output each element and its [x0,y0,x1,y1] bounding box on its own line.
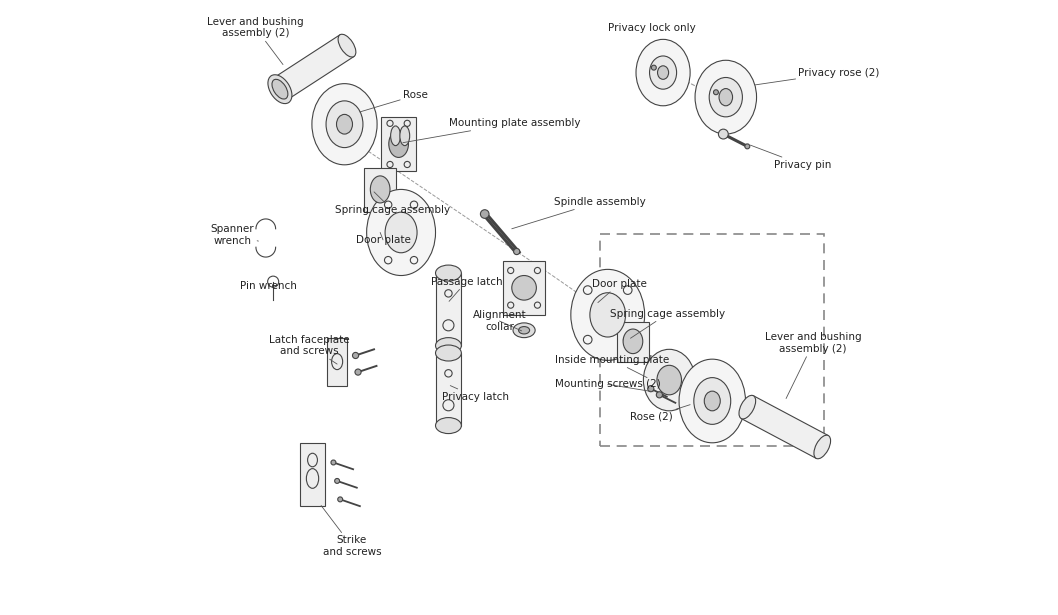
Ellipse shape [436,345,461,361]
Circle shape [652,65,656,70]
Ellipse shape [513,323,535,338]
Bar [327,338,347,386]
Ellipse shape [268,75,292,103]
Ellipse shape [339,34,355,57]
Circle shape [745,144,750,149]
Ellipse shape [814,435,831,459]
Ellipse shape [518,327,530,334]
Ellipse shape [705,391,720,411]
Text: Rose: Rose [360,90,427,112]
Bar [436,273,461,346]
Text: Privacy latch: Privacy latch [441,386,509,402]
Polygon shape [273,35,354,100]
Ellipse shape [271,77,289,101]
Text: Spindle assembly: Spindle assembly [512,197,645,229]
Ellipse shape [390,126,401,146]
Circle shape [713,90,718,95]
Circle shape [354,369,361,375]
Text: Door plate: Door plate [591,279,646,303]
Ellipse shape [385,212,417,253]
Bar [504,261,545,315]
Circle shape [480,210,489,218]
Ellipse shape [623,329,643,354]
Text: Alignment
collar: Alignment collar [473,310,526,332]
Text: Lever and bushing
assembly (2): Lever and bushing assembly (2) [765,332,861,399]
Circle shape [656,392,662,398]
Ellipse shape [643,349,695,411]
Text: Inside mounting plate: Inside mounting plate [554,355,669,378]
Ellipse shape [650,56,677,89]
Circle shape [334,478,340,483]
Text: Privacy pin: Privacy pin [750,145,832,170]
Text: Mounting plate assembly: Mounting plate assembly [403,118,581,143]
Circle shape [513,248,519,255]
Ellipse shape [719,89,732,106]
Bar [300,443,325,506]
Ellipse shape [436,265,461,281]
Text: Spring cage assembly: Spring cage assembly [335,192,451,215]
Ellipse shape [695,60,756,134]
Bar [381,117,416,171]
Bar [617,322,649,362]
Ellipse shape [679,359,746,443]
Text: Passage latch: Passage latch [431,277,503,301]
Ellipse shape [571,269,644,360]
Circle shape [647,386,654,392]
Ellipse shape [370,176,390,203]
Text: Spring cage assembly: Spring cage assembly [610,309,726,338]
Ellipse shape [436,338,461,354]
Ellipse shape [657,66,669,79]
Text: Pin wrench: Pin wrench [240,281,297,291]
Ellipse shape [738,395,755,419]
Ellipse shape [636,39,690,106]
Circle shape [512,276,536,300]
Text: Lever and bushing
assembly (2): Lever and bushing assembly (2) [207,17,304,65]
Circle shape [352,352,359,359]
Ellipse shape [336,114,352,134]
Circle shape [331,460,335,465]
Text: Mounting screws (2): Mounting screws (2) [554,379,660,392]
Ellipse shape [312,84,377,165]
Circle shape [718,129,728,139]
Ellipse shape [694,378,731,424]
Ellipse shape [400,126,409,146]
Ellipse shape [709,77,743,117]
Circle shape [338,497,343,502]
FancyBboxPatch shape [600,234,824,446]
Text: Door plate: Door plate [355,232,411,245]
Ellipse shape [657,365,681,395]
Text: Latch faceplate
and screws: Latch faceplate and screws [269,335,349,364]
Text: Strike
and screws: Strike and screws [322,506,381,557]
Ellipse shape [367,189,436,276]
Text: Privacy rose (2): Privacy rose (2) [755,68,880,85]
Polygon shape [742,395,828,458]
Ellipse shape [326,101,363,148]
Text: Privacy lock only: Privacy lock only [607,23,695,33]
Ellipse shape [272,79,288,99]
Bar [364,168,396,212]
Bar [436,353,461,426]
Ellipse shape [388,130,408,157]
Ellipse shape [436,418,461,434]
Text: Spanner
wrench: Spanner wrench [211,224,258,246]
Ellipse shape [590,293,625,337]
Text: Rose (2): Rose (2) [631,405,690,422]
